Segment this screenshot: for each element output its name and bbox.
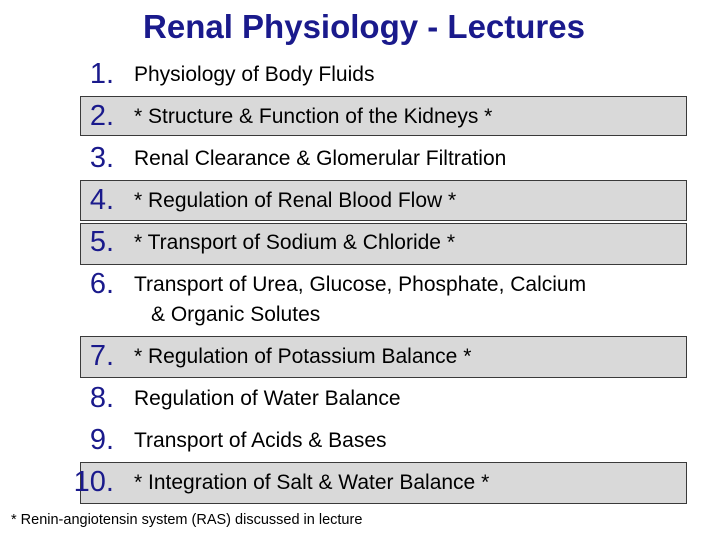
item-text: * Regulation of Potassium Balance * xyxy=(134,345,472,368)
item-text: Renal Clearance & Glomerular Filtration xyxy=(134,147,507,170)
item-text: * Integration of Salt & Water Balance * xyxy=(134,471,490,494)
item-text: Transport of Urea, Glucose, Phosphate, C… xyxy=(134,273,587,296)
item-number: 1. xyxy=(89,58,114,90)
item-text: Physiology of Body Fluids xyxy=(134,63,375,86)
highlight-box-10 xyxy=(80,462,687,504)
highlight-box-7 xyxy=(80,336,687,378)
item-text: Regulation of Water Balance xyxy=(134,387,401,410)
item-number: 4. xyxy=(89,184,114,216)
item-text: * Transport of Sodium & Chloride * xyxy=(134,231,455,254)
item-number: 7. xyxy=(89,340,114,372)
item-text: Transport of Acids & Bases xyxy=(134,429,387,452)
item-text: * Regulation of Renal Blood Flow * xyxy=(134,189,457,212)
highlight-box-5 xyxy=(80,223,687,265)
item-number: 5. xyxy=(89,226,114,258)
item-number: 8. xyxy=(89,382,114,414)
item-text-continuation: & Organic Solutes xyxy=(151,303,321,326)
item-number: 6. xyxy=(89,268,114,300)
item-number: 9. xyxy=(89,424,114,456)
item-number: 3. xyxy=(89,142,114,174)
item-text: * Structure & Function of the Kidneys * xyxy=(134,105,493,128)
highlight-box-2 xyxy=(80,96,687,136)
highlight-box-4 xyxy=(80,180,687,221)
item-number: 10. xyxy=(73,466,114,498)
slide-title: Renal Physiology - Lectures xyxy=(143,8,585,45)
footnote: * Renin-angiotensin system (RAS) discuss… xyxy=(11,512,363,528)
item-number: 2. xyxy=(89,100,114,132)
